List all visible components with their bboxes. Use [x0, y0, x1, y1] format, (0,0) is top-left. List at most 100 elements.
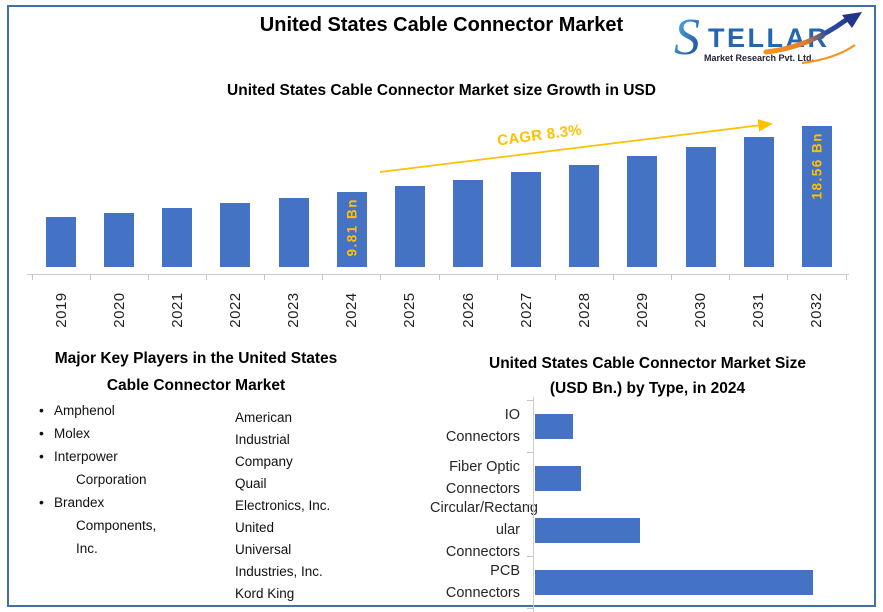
logo-initial: S [674, 9, 700, 65]
company-name: Quail [235, 476, 267, 491]
type-category-label: IO Connectors [445, 407, 520, 445]
bar-area [672, 114, 730, 268]
logo-tagline: Market Research Pvt. Ltd. [704, 53, 814, 63]
key-players-col1: • Amphenol • Molex • Interpower Corporation • Br… [30, 399, 205, 605]
year-label: 2029 [633, 292, 651, 328]
bar-slot: 2025 [381, 114, 439, 328]
bar-area [439, 114, 497, 268]
type-bar [535, 465, 581, 491]
type-bar [535, 413, 573, 439]
axis-tick [322, 275, 324, 280]
axis-tick [496, 275, 498, 280]
bar-area [265, 114, 323, 268]
bar-area [730, 114, 788, 268]
list-item: • Interpower Corporation [30, 445, 205, 491]
type-bar [535, 517, 640, 543]
company-name: Brandex [54, 495, 105, 510]
company-name: Interpower [54, 449, 118, 464]
x-axis-line [27, 274, 849, 275]
bullet-icon: • [39, 425, 44, 441]
company-name: Industries, Inc. [235, 564, 323, 579]
growth-axis-ticks [31, 275, 847, 280]
logo-underline-swoosh [801, 44, 856, 65]
year-label: 2019 [52, 292, 70, 328]
growth-bar [743, 137, 774, 268]
year-label: 2021 [168, 292, 186, 328]
bar-area [32, 114, 90, 268]
bar-slot: 2019 [32, 114, 90, 328]
growth-bar [453, 180, 484, 268]
list-item: • Brandex Components, Inc. [30, 491, 205, 560]
axis-tick [612, 275, 614, 280]
growth-bar [104, 213, 135, 268]
axis-tick [264, 275, 266, 280]
growth-bar [162, 208, 193, 268]
year-label: 2026 [459, 292, 477, 328]
axis-tick [205, 275, 207, 280]
year-label: 2031 [750, 292, 768, 328]
year-label: 2025 [401, 292, 419, 328]
bar-slot: 2031 [730, 114, 788, 328]
company-name: Industrial [235, 432, 290, 447]
bar-area: 18.56 Bn [788, 114, 846, 268]
axis-tick [845, 275, 847, 280]
bar-value-label: 9.81 Bn [344, 198, 360, 257]
bar-area [381, 114, 439, 268]
bar-area [497, 114, 555, 268]
growth-bar [511, 172, 542, 268]
growth-bar: 9.81 Bn [336, 192, 367, 268]
logo-wordmark: TELLAR [708, 23, 829, 53]
list-item: • Molex [30, 422, 205, 445]
type-chart-row: PCB Connectors [430, 556, 865, 608]
type-category-label: Fiber Optic Connectors [445, 459, 520, 497]
company-name: Amphenol [54, 403, 115, 418]
bar-area [613, 114, 671, 268]
growth-bar [685, 147, 716, 268]
year-label: 2028 [575, 292, 593, 328]
year-label: 2032 [808, 292, 826, 328]
bullet-icon: • [39, 448, 44, 464]
company-name: United [235, 520, 275, 535]
key-players-title: Major Key Players in the United States C… [54, 350, 338, 394]
growth-bar: 18.56 Bn [801, 126, 832, 268]
logo-arrow-icon [763, 17, 849, 55]
type-chart-row: Circular/Rectang ular Connectors [430, 500, 865, 560]
bar-slot: 9.81 Bn 2024 [323, 114, 381, 328]
page-border-frame [7, 5, 876, 607]
company-name-cont: Components, [76, 518, 157, 533]
type-chart-row: Fiber Optic Connectors [430, 452, 865, 504]
bullet-icon: • [39, 494, 44, 510]
growth-bar [220, 203, 251, 268]
stellar-logo: S TELLAR Market Research Pvt. Ltd. [674, 9, 862, 65]
company-name: Molex [54, 426, 91, 441]
company-name: Company [235, 454, 293, 469]
axis-tick [554, 275, 556, 280]
bar-slot: 2021 [148, 114, 206, 328]
type-chart-row: IO Connectors [430, 400, 865, 452]
company-name: American [235, 410, 293, 425]
bar-area [148, 114, 206, 268]
bar-slot: 2027 [497, 114, 555, 328]
logo-arrowhead-icon [842, 12, 862, 28]
bar-value-label: 18.56 Bn [809, 132, 825, 200]
axis-tick [31, 275, 33, 280]
list-item: Quail Electronics, Inc. [235, 473, 330, 517]
axis-tick [527, 452, 533, 453]
bar-slot: 2029 [613, 114, 671, 328]
axis-tick [147, 275, 149, 280]
bar-slot: 2028 [555, 114, 613, 328]
bullet-icon: • [39, 402, 44, 418]
bar-area: 9.81 Bn [323, 114, 381, 268]
type-chart-title: United States Cable Connector Market Siz… [489, 355, 806, 397]
year-label: 2027 [517, 292, 535, 328]
list-item: Kord King [235, 583, 330, 605]
growth-chart-title: United States Cable Connector Market siz… [227, 82, 656, 99]
y-axis-line [533, 397, 534, 612]
axis-tick [527, 608, 533, 609]
list-item: American Industrial Company [235, 407, 330, 473]
type-chart-rows: IO Connectors Fiber Optic Connectors Circu… [430, 400, 865, 608]
type-chart: IO Connectors Fiber Optic Connectors Circu… [430, 397, 865, 612]
axis-tick [89, 275, 91, 280]
year-label: 2024 [343, 292, 361, 328]
list-item: United Universal Industries, Inc. [235, 517, 330, 583]
